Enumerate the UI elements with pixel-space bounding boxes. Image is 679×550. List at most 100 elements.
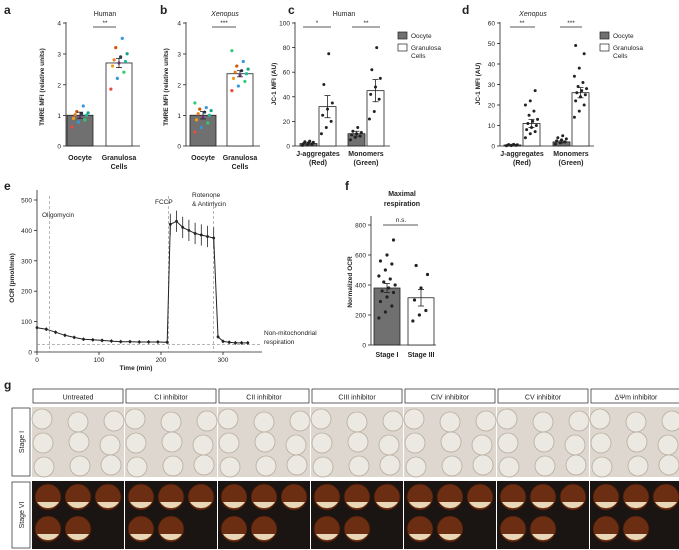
panel-g-stage1-oocyte-2-0 xyxy=(217,408,239,430)
panel-d-ytick-2: 20 xyxy=(488,103,496,110)
panel-b-point-1-10 xyxy=(241,59,245,64)
panel-a-cat-granulosa: Granulosa xyxy=(102,155,137,162)
panel-b-point-1-9 xyxy=(235,64,239,68)
panel-d-point-1-0-6 xyxy=(556,136,560,140)
panel-b-point-0-10 xyxy=(204,105,208,110)
panel-b-point-0-1 xyxy=(199,125,203,130)
panel-g-stage1-oocyte-1-1 xyxy=(160,411,182,433)
panel-e-point-22 xyxy=(212,236,216,240)
panel-g-stage1-oocyte-2-4 xyxy=(254,431,276,453)
panel-e-point-20 xyxy=(199,233,203,237)
panel-f-point-0-3 xyxy=(378,299,383,304)
panel-e-point-3 xyxy=(63,333,67,337)
panel-g-stage1-oocyte-4-4 xyxy=(440,431,462,453)
panel-c-point-1-0-6 xyxy=(351,129,355,133)
panel-d-point-1-1-10 xyxy=(581,80,585,84)
panel-b-point-0-6 xyxy=(196,112,200,116)
panel-d-ytick-6: 60 xyxy=(488,21,496,28)
panel-a-point-1-3 xyxy=(110,64,115,68)
panel-g-stage6-vegetal-3-2 xyxy=(376,502,398,509)
panel-f-point-1-3 xyxy=(412,298,417,302)
panel-d-point-0-1-0 xyxy=(523,136,527,140)
panel-c-ticks: 0 20 40 60 80 100 xyxy=(279,21,295,151)
panel-b-point-0-0 xyxy=(193,130,197,134)
panel-f-ticks: 0 200 400 600 800 xyxy=(355,223,371,350)
panel-c-point-1-0-5 xyxy=(359,130,363,134)
panel-c-ytick-3: 60 xyxy=(283,70,291,77)
panel-g-col-header-box-2 xyxy=(218,388,310,404)
panel-f-ylabel: Normalized OCR xyxy=(347,256,354,308)
panel-b-ytick-0: 0 xyxy=(177,144,181,151)
panel-c-ytick-0: 0 xyxy=(286,144,290,151)
panel-e-xtick-0: 0 xyxy=(35,357,39,364)
panel-g-stage1-oocyte-0-0 xyxy=(31,408,53,430)
panel-a-point-0-7 xyxy=(80,112,84,116)
panel-d-label: d xyxy=(462,3,469,17)
panel-c-legend-granulosa: Granulosa xyxy=(411,45,441,52)
panel-g-col-header-0: Untreated xyxy=(63,395,94,402)
panel-g-stage6-vegetal-0-2 xyxy=(97,502,119,509)
panel-a-point-0-5 xyxy=(84,113,89,117)
panel-f-point-0-9 xyxy=(382,280,386,284)
panel-b-cat-granulosa: Granulosa xyxy=(223,155,258,162)
panel-a-point-0-0 xyxy=(70,125,74,129)
panel-e-annot-rotenone: Rotenone xyxy=(192,192,221,199)
panel-c-cat-jagg: J-aggregates xyxy=(296,151,340,158)
panel-d-point-1-1-11 xyxy=(572,74,576,78)
panel-g-stage6-vegetal-1-2 xyxy=(190,502,212,509)
panel-d-legend-swatch-oocyte xyxy=(599,31,610,40)
panel-a: a Human ** TMRE MFI (relative units) 0 1… xyxy=(4,3,140,171)
panel-d-ytick-4: 40 xyxy=(488,62,496,69)
panel-g-stage6-vegetal-6-2 xyxy=(655,502,677,509)
panel-g-row-stage1: Stage I xyxy=(19,431,26,453)
panel-d-sig-text-1: ** xyxy=(519,20,525,27)
panel-g-stage1-oocyte-4-7 xyxy=(441,455,463,477)
panel-g-stage1-oocyte-3-4 xyxy=(347,431,369,453)
panel-e-annot-antimycin: & Antimycin xyxy=(192,201,226,208)
panel-e-point-21 xyxy=(206,235,209,238)
panel-a-point-0-6 xyxy=(73,113,77,117)
panel-a-ticks: 0 1 2 3 4 xyxy=(57,21,66,151)
panel-g-stage6-vegetal-6-4 xyxy=(625,534,647,541)
panel-b-cat-cells: Cells xyxy=(232,164,249,171)
panel-d-ytick-1: 10 xyxy=(488,123,496,130)
panel-c-legend-oocyte: Oocyte xyxy=(411,33,432,40)
panel-g-stage1-oocyte-3-3 xyxy=(311,432,333,454)
panel-d-cat-mono: Monomers xyxy=(553,151,589,158)
panel-c-point-1-1-2 xyxy=(377,97,381,101)
panel-c-ylabel: JC-1 MFI (AU) xyxy=(271,63,278,106)
panel-d-legend: Oocyte Granulosa Cells xyxy=(599,31,643,60)
panel-g-stage1-oocyte-6-0 xyxy=(589,408,611,430)
panel-c-sig-text-2: ** xyxy=(363,20,369,27)
panel-f-bars xyxy=(373,238,435,346)
panel-c-point-1-0-7 xyxy=(356,126,360,130)
panel-e-ytick-2: 200 xyxy=(21,289,32,296)
panel-b-cat-oocyte: Oocyte xyxy=(191,155,215,162)
panel-e-point-5 xyxy=(82,337,85,341)
panel-d-ylabel: JC-1 MFI (AU) xyxy=(475,63,482,106)
panel-a-point-0-8 xyxy=(86,111,90,115)
panel-d-point-1-0-0 xyxy=(553,142,557,146)
panel-f-point-0-6 xyxy=(380,289,384,293)
panel-c-legend: Oocyte Granulosa Cells xyxy=(397,31,441,60)
panel-c-cat-green: (Green) xyxy=(354,160,379,167)
panel-a-bar-0 xyxy=(66,114,94,147)
panel-c-point-0-1-5 xyxy=(330,101,334,105)
panel-c-ytick-5: 100 xyxy=(279,21,290,28)
panel-g-stage1-oocyte-5-1 xyxy=(532,411,554,433)
panel-d-cat-red: (Red) xyxy=(513,160,531,167)
panel-d-point-0-1-8 xyxy=(536,117,540,121)
panel-d-point-0-1-2 xyxy=(533,130,537,134)
panel-d-point-1-1-0 xyxy=(572,115,576,119)
panel-e-point-23 xyxy=(216,335,220,339)
panel-f-point-0-16 xyxy=(391,238,396,242)
panel-f-point-0-2 xyxy=(390,304,394,308)
panel-f-point-1-4 xyxy=(419,286,423,290)
panel-e-ytick-0: 0 xyxy=(28,350,32,357)
panel-b-point-0-5 xyxy=(207,113,212,117)
panel-g-stage1-oocyte-2-8 xyxy=(286,454,308,476)
panel-f-point-1-0 xyxy=(411,319,415,323)
panel-e-point-16 xyxy=(175,219,178,223)
panel-f-point-0-10 xyxy=(388,277,392,281)
